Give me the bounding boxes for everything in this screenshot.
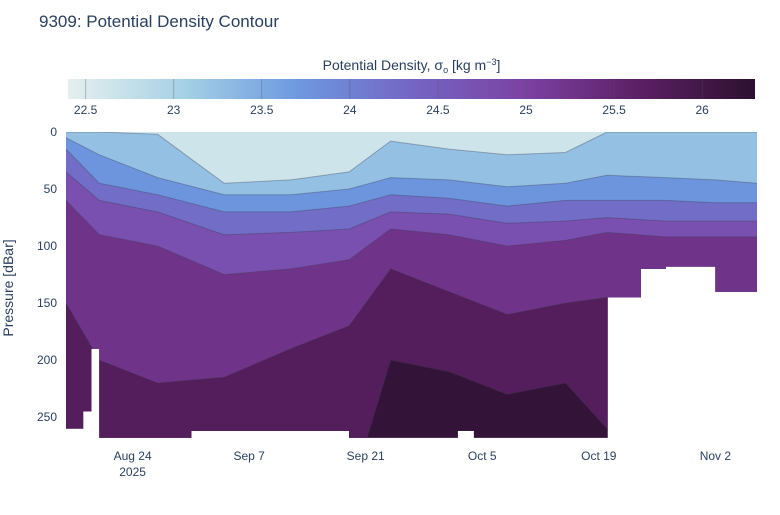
colorbar-tick-label: 25: [519, 103, 533, 117]
colorbar-tick-label: 22.5: [74, 103, 98, 117]
colorbar-tick-label: 23.5: [250, 103, 274, 117]
x-tick-label: Nov 2: [700, 449, 732, 463]
y-tick-label: 150: [37, 296, 57, 310]
isopycnal-line-23: [66, 132, 757, 184]
isopycnal-line-24.5: [66, 171, 757, 236]
colorbar-tick-label: 24.5: [426, 103, 450, 117]
y-tick-label: 50: [44, 182, 58, 196]
density-fill-25: [66, 200, 757, 383]
x-year-label: 2025: [119, 465, 146, 479]
density-band-23: [66, 132, 757, 184]
isopycnal-line-25: [66, 200, 757, 276]
x-tick-label: Oct 19: [581, 449, 617, 463]
y-tick-label: 200: [37, 353, 57, 367]
x-tick-label: Sep 21: [347, 449, 385, 463]
x-tick-label: Sep 7: [233, 449, 265, 463]
colorbar-tick-label: 25.5: [602, 103, 626, 117]
density-fill-25.5: [66, 268, 757, 438]
isopycnal-line-23.5: [66, 137, 758, 196]
chart-title: 9309: Potential Density Contour: [39, 12, 280, 31]
colorbar-tick-label: 24: [343, 103, 357, 117]
density-fill-23: [66, 132, 757, 195]
x-tick-label: Oct 5: [468, 449, 497, 463]
density-field: [66, 132, 758, 438]
y-axis-title: Pressure [dBar]: [0, 239, 16, 336]
density-fill-23.5: [66, 137, 757, 212]
colorbar-tick-label: 23: [167, 103, 181, 117]
y-tick-label: 0: [50, 125, 57, 139]
density-fill-26: [66, 360, 757, 438]
colorbar-tick-label: 26: [695, 103, 709, 117]
density-fill-24: [66, 149, 757, 235]
y-tick-label: 100: [37, 239, 57, 253]
colorbar: [68, 79, 755, 99]
colorbar-title: Potential Density, σo [kg m−3]: [323, 57, 501, 75]
y-tick-label: 250: [37, 410, 57, 424]
x-tick-label: Aug 24: [114, 449, 152, 463]
isopycnal-line-24: [66, 148, 757, 213]
density-fill-24.5: [66, 171, 757, 275]
